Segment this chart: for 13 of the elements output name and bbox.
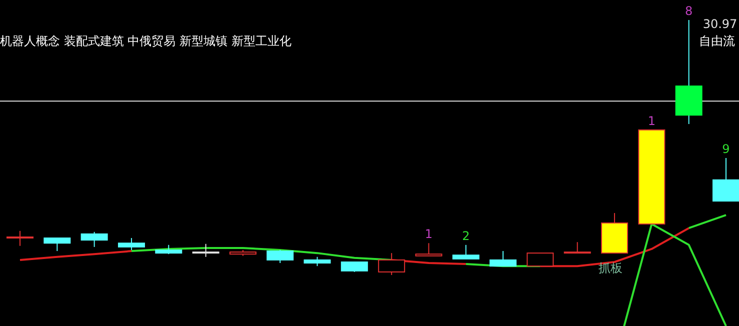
text: 1	[648, 114, 656, 128]
text: 9	[722, 142, 730, 156]
text: 1	[424, 227, 433, 242]
annotation: 自由流	[699, 34, 735, 48]
candlestick	[192, 243, 220, 258]
annotation: 30.97	[702, 17, 738, 31]
text: 8	[685, 4, 693, 18]
text: 2	[462, 228, 470, 243]
candlestick	[415, 242, 442, 256]
candlestick	[304, 256, 331, 267]
text: 机器人概念 装配式建筑 中俄贸易 新型城镇 新型工业化	[0, 34, 292, 48]
candlestick	[6, 230, 34, 246]
annotation: 抓板	[598, 261, 623, 275]
